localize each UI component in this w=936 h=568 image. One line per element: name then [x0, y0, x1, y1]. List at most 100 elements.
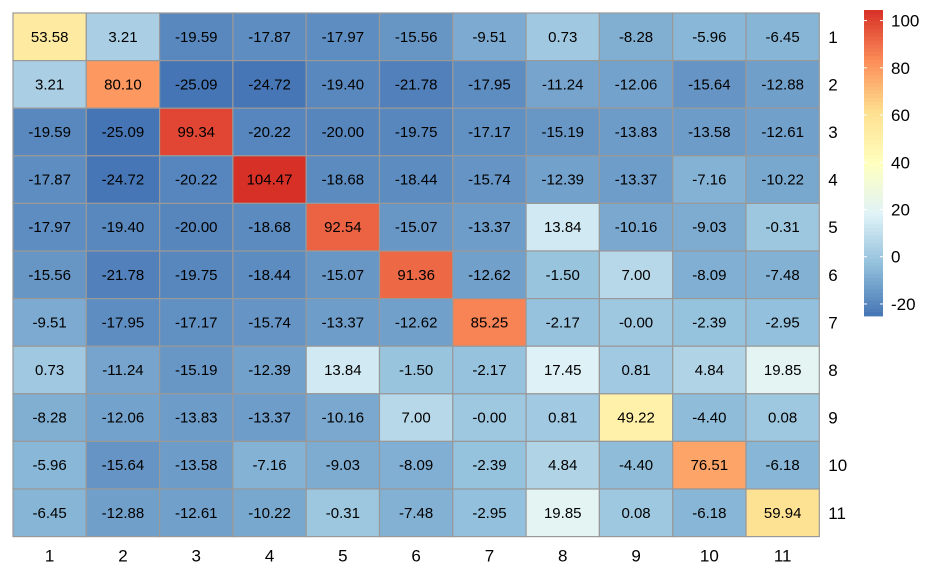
- cell-value-label-r5-c5: 92.54: [324, 219, 362, 236]
- cell-value-label-r6-c3: -19.75: [175, 267, 218, 284]
- cell-value-label-r7-c7: 85.25: [471, 314, 509, 331]
- cell-value-label-r8-c5: 13.84: [324, 362, 362, 379]
- cell-value-label-r5-c10: -9.03: [692, 219, 726, 236]
- legend-color-slice-51: [864, 201, 883, 206]
- legend-color-slice-79: [864, 308, 883, 313]
- cell-value-label-r5-c3: -20.00: [175, 219, 218, 236]
- heatmap-cell-r9-c1: [12, 393, 87, 442]
- cell-value-label-r4-c9: -13.37: [615, 172, 658, 189]
- heatmap-cell-r10-c5: [305, 440, 381, 490]
- heatmap-cell-r8-c7: [452, 345, 527, 395]
- legend-color-slice-15: [864, 63, 883, 68]
- cell-value-label-r5-c1: -17.97: [28, 219, 71, 236]
- cell-value-label-r7-c3: -17.17: [175, 314, 218, 331]
- legend-color-slice-78: [864, 304, 883, 309]
- row-tick-label-6: 6: [828, 266, 837, 285]
- heatmap-cell-r8-c5: [305, 345, 381, 395]
- cell-value-label-r9-c3: -13.83: [175, 410, 218, 427]
- cell-value-label-r10-c2: -15.64: [102, 457, 145, 474]
- heatmap-cell-r6-c6: [378, 250, 454, 300]
- legend-tick-label-5: 20: [891, 201, 910, 220]
- cell-value-label-r4-c8: -12.39: [541, 172, 584, 189]
- legend-color-slice-25: [864, 101, 883, 107]
- cell-value-label-r3-c7: -17.17: [468, 124, 511, 141]
- heatmap-cell-r7-c4: [232, 298, 307, 347]
- cell-value-label-r6-c2: -21.78: [102, 267, 145, 284]
- heatmap-cell-r8-c4: [232, 345, 307, 395]
- color-legend-bar: [864, 10, 883, 317]
- heatmap-cell-r4-c4: [232, 155, 307, 205]
- heatmap-cell-r2-c5: [305, 59, 381, 109]
- legend-color-slice-1: [864, 10, 883, 15]
- cell-value-label-r11-c10: -6.18: [692, 505, 726, 522]
- cell-value-label-r2-c3: -25.09: [175, 76, 218, 93]
- heatmap-cell-r7-c6: [378, 298, 454, 347]
- column-tick-label-2: 2: [118, 547, 127, 566]
- legend-color-slice-27: [864, 109, 883, 114]
- cell-value-label-r3-c8: -15.19: [541, 124, 584, 141]
- heatmap-cell-r7-c2: [85, 298, 161, 347]
- column-tick-label-1: 1: [45, 547, 54, 566]
- legend-color-slice-76: [864, 296, 883, 302]
- cell-value-label-r1-c6: -15.56: [395, 29, 438, 46]
- cell-value-label-r4-c5: -18.68: [322, 172, 365, 189]
- cell-value-label-r11-c9: 0.08: [621, 505, 650, 522]
- cell-value-label-r2-c6: -21.78: [395, 76, 438, 93]
- heatmap-cell-r7-c1: [12, 298, 87, 347]
- legend-color-slice-71: [864, 277, 883, 282]
- legend-color-slice-49: [864, 193, 883, 198]
- cell-value-label-r10-c6: -8.09: [399, 457, 433, 474]
- heatmap-cell-r6-c1: [12, 250, 87, 300]
- heatmap-cell-r5-c3: [159, 202, 234, 252]
- cell-value-label-r8-c10: 4.84: [695, 362, 724, 379]
- cell-value-label-r5-c2: -19.40: [102, 219, 145, 236]
- cell-value-label-r4-c3: -20.22: [175, 172, 218, 189]
- legend-color-slice-24: [864, 97, 883, 103]
- heatmap-cell-r5-c4: [232, 202, 307, 252]
- heatmap-cell-r10-c3: [159, 440, 234, 490]
- legend-color-slice-4: [864, 21, 883, 26]
- cell-value-label-r2-c4: -24.72: [248, 76, 291, 93]
- legend-color-slice-29: [864, 117, 883, 122]
- heatmap-cell-r2-c6: [378, 59, 454, 109]
- legend-color-slice-32: [864, 128, 883, 133]
- legend-tick-label-4: 40: [891, 153, 910, 172]
- legend-color-slice-54: [864, 212, 883, 217]
- column-tick-label-4: 4: [265, 547, 274, 566]
- cell-value-label-r2-c1: 3.21: [35, 76, 64, 93]
- legend-color-slice-5: [864, 25, 883, 30]
- heatmap-cell-r8-c6: [378, 345, 454, 395]
- heatmap-cell-r9-c3: [159, 393, 234, 442]
- cell-value-label-r11-c4: -10.22: [248, 505, 291, 522]
- legend-color-slice-68: [864, 266, 883, 271]
- row-tick-label-8: 8: [828, 361, 837, 380]
- row-tick-label-3: 3: [828, 123, 837, 142]
- legend-color-slice-31: [864, 124, 883, 129]
- heatmap-cell-r2-c1: [12, 59, 87, 109]
- row-tick-label-2: 2: [828, 75, 837, 94]
- cell-value-label-r9-c5: -10.16: [322, 410, 365, 427]
- cell-value-label-r7-c4: -15.74: [248, 314, 291, 331]
- cell-value-label-r4-c2: -24.72: [102, 172, 145, 189]
- heatmap-cell-r11-c6: [378, 488, 454, 538]
- cell-value-label-r7-c5: -13.37: [322, 314, 365, 331]
- cell-value-label-r6-c9: 7.00: [621, 267, 650, 284]
- cell-value-label-r4-c4: 104.47: [247, 172, 293, 189]
- legend-color-slice-21: [864, 86, 883, 91]
- legend-color-slice-19: [864, 78, 883, 84]
- legend-color-slice-34: [864, 136, 883, 141]
- heatmap-cell-r4-c7: [452, 155, 527, 205]
- heatmap-cell-r3-c1: [12, 107, 87, 157]
- heatmap-cell-r4-c11: [745, 155, 820, 205]
- cell-value-label-r4-c11: -10.22: [761, 172, 804, 189]
- heatmap-cell-r10-c8: [525, 440, 600, 490]
- legend-tick-label-7: -20: [891, 295, 916, 314]
- heatmap-cell-r11-c9: [598, 488, 674, 538]
- row-tick-label-7: 7: [828, 313, 837, 332]
- cell-value-label-r2-c8: -11.24: [542, 76, 583, 93]
- heatmap-cell-r5-c7: [452, 202, 527, 252]
- legend-color-slice-63: [864, 247, 883, 252]
- heatmap-cell-r4-c3: [159, 155, 234, 205]
- heatmap-cell-r2-c3: [159, 59, 234, 109]
